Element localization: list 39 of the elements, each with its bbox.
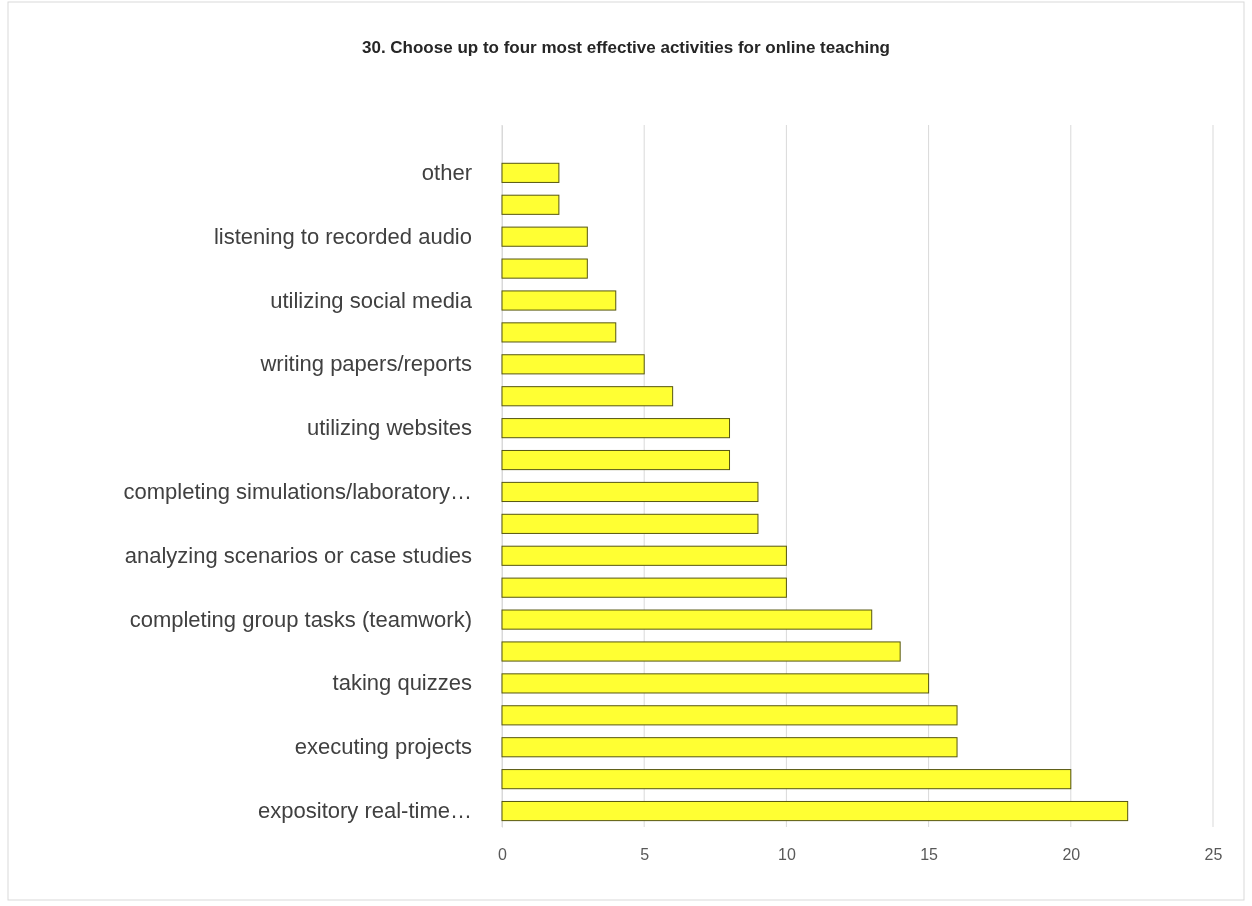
bar [501,226,588,247]
y-tick-label: completing simulations/laboratory… [123,478,472,504]
bar [501,705,958,726]
bar [501,449,731,471]
y-tick-label: completing group tasks (teamwork) [129,606,472,632]
chart-title: 30. Choose up to four most effective activities for online teaching [361,38,891,57]
y-tick-label: taking quizzes [332,670,472,696]
y-tick-label: other [421,159,472,185]
bar [501,800,1129,822]
bar [501,354,645,375]
bar [501,513,759,534]
x-tick-label: 0 [498,846,508,864]
x-tick-label: 5 [640,846,650,864]
y-tick-label: writing papers/reports [259,351,472,377]
x-tick-label: 20 [1062,846,1081,864]
bar [501,737,958,758]
bar [501,641,901,662]
bar [501,769,1072,790]
bar [501,290,617,311]
x-tick-label: 10 [778,846,796,864]
bar [501,194,560,215]
bar [501,545,787,566]
bar [501,609,873,630]
bar [501,386,674,407]
bar [501,577,787,598]
x-tick-label: 15 [920,846,939,864]
y-tick-label: utilizing websites [306,415,472,441]
bar [501,418,731,439]
y-tick-label: analyzing scenarios or case studies [124,542,472,568]
bar [501,258,588,279]
y-tick-label: expository real-time… [258,798,472,824]
y-tick-label: utilizing social media [270,287,473,313]
y-tick-label: listening to recorded audio [213,223,472,249]
bar [501,481,759,503]
bar [501,673,930,694]
y-tick-label: executing projects [294,734,472,760]
bar [501,322,617,343]
bar [501,162,560,183]
x-tick-label: 25 [1204,846,1223,864]
